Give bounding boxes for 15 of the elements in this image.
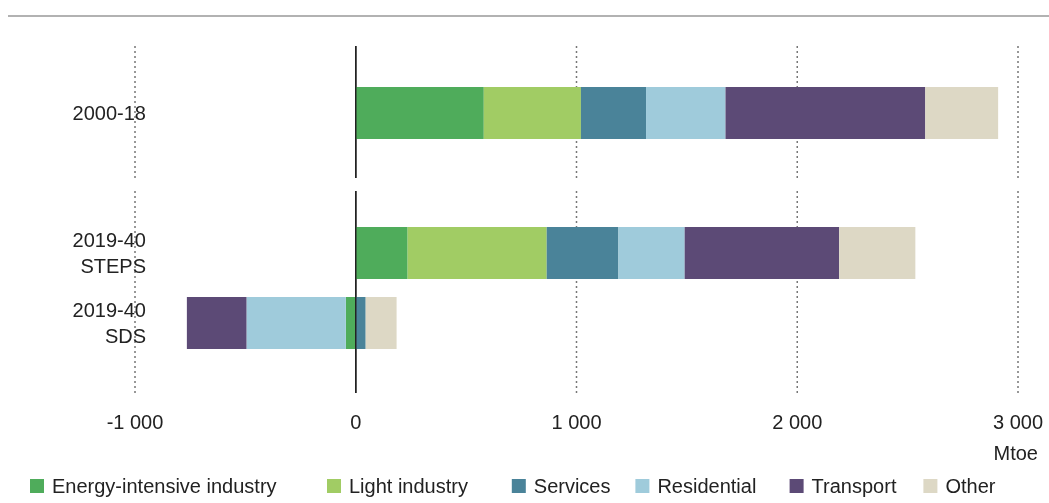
legend-label: Residential [657,475,757,497]
x-tick-label: 1 000 [551,411,602,433]
y-tick-label: 2019-40 SDS [72,299,146,347]
x-tick-label: 2 000 [772,411,823,433]
y-tick-label: 2019-40 STEPS [72,229,146,277]
legend-label: Other [945,475,996,497]
legend-label: Transport [811,475,897,497]
legend-label: Energy-intensive industry [52,475,277,497]
x-tick-label: 3 000 [992,411,1044,433]
legend-label: Light industry [349,475,468,497]
x-tick-label: 0 [350,411,362,433]
x-axis-title: Mtoe [993,442,1038,464]
y-tick-label: 2000-18 [72,102,146,124]
x-tick-label: -1 000 [106,411,164,433]
legend-label: Services [533,475,611,497]
